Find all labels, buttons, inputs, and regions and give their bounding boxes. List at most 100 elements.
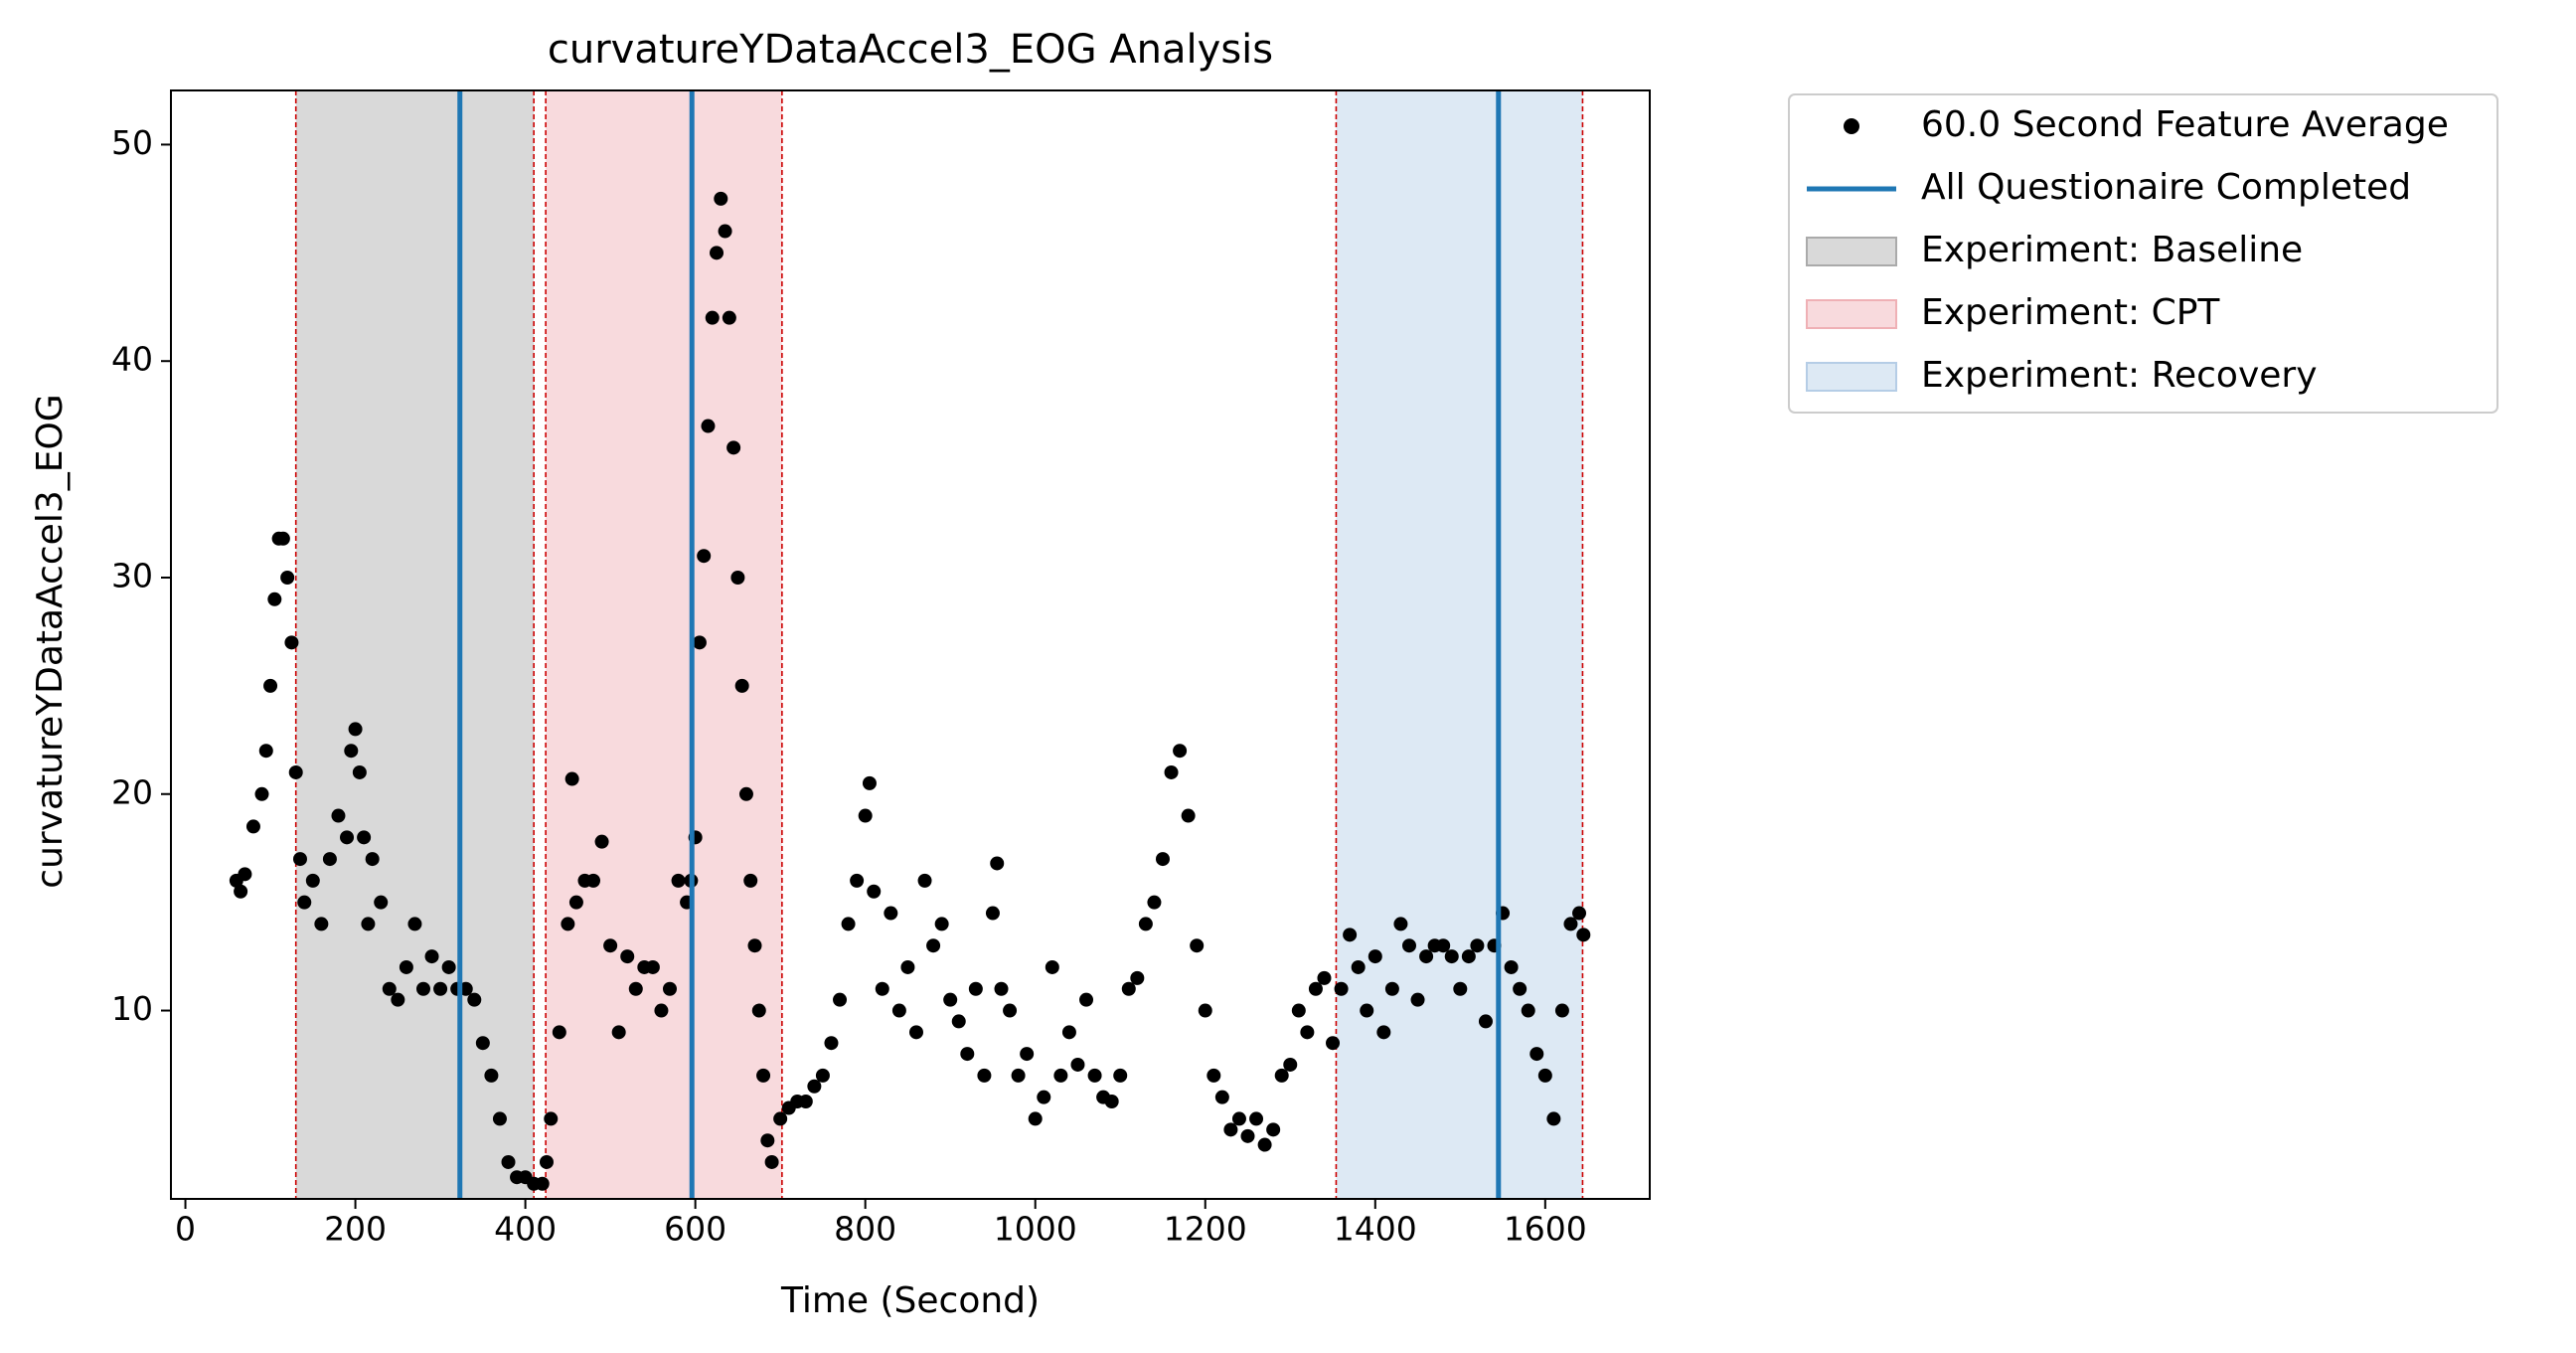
data-point (900, 959, 915, 974)
data-point (926, 938, 941, 953)
data-point (433, 981, 448, 996)
data-point (603, 938, 618, 953)
legend-patch (1806, 237, 1897, 266)
data-point (730, 570, 745, 585)
data-point (238, 867, 252, 882)
data-point (331, 808, 346, 823)
data-point (467, 992, 482, 1007)
data-point (1053, 1068, 1068, 1083)
y-tick-label: 10 (111, 989, 153, 1028)
data-point (1393, 917, 1408, 931)
data-point (743, 873, 758, 888)
data-point (1384, 981, 1399, 996)
data-point (322, 852, 337, 867)
data-point (1504, 959, 1519, 974)
x-tick-label: 1600 (1504, 1210, 1587, 1249)
data-point (1530, 1047, 1544, 1062)
data-point (501, 1154, 516, 1169)
data-point (365, 852, 380, 867)
data-point (1147, 895, 1162, 910)
data-point (875, 981, 889, 996)
data-point (934, 917, 949, 931)
data-point (374, 895, 389, 910)
data-point (824, 1036, 839, 1051)
data-point (1308, 981, 1323, 996)
data-point (1207, 1068, 1221, 1083)
data-point (357, 830, 372, 845)
data-point (1223, 1122, 1238, 1137)
data-point (734, 678, 749, 693)
data-point (1419, 949, 1434, 964)
data-point (254, 786, 269, 801)
data-point (773, 1111, 788, 1126)
span (1336, 90, 1583, 1199)
data-point (1554, 1003, 1569, 1018)
data-point (245, 819, 260, 834)
data-point (382, 981, 397, 996)
data-point (654, 1003, 669, 1018)
data-point (561, 917, 575, 931)
data-point (475, 1036, 490, 1051)
data-point (1274, 1068, 1289, 1083)
data-point (662, 981, 677, 996)
data-point (1190, 938, 1205, 953)
data-point (710, 246, 724, 260)
y-tick-label: 40 (111, 340, 153, 379)
data-point (850, 873, 865, 888)
x-axis-label: Time (Second) (780, 1280, 1040, 1321)
data-point (1453, 981, 1468, 996)
data-point (697, 549, 712, 564)
data-point (1470, 938, 1485, 953)
x-tick-label: 1000 (994, 1210, 1077, 1249)
plot-area (229, 90, 1591, 1199)
data-point (807, 1079, 822, 1094)
data-point (815, 1068, 830, 1083)
y-axis-label: curvatureYDataAccel3_EOG (30, 394, 71, 888)
data-point (415, 981, 430, 996)
chart-title: curvatureYDataAccel3_EOG Analysis (548, 27, 1273, 73)
legend-label: 60.0 Second Feature Average (1921, 104, 2449, 145)
data-point (1291, 1003, 1306, 1018)
x-tick-label: 400 (494, 1210, 557, 1249)
data-point (833, 992, 848, 1007)
data-point (340, 830, 355, 845)
data-point (1334, 981, 1349, 996)
data-point (994, 981, 1009, 996)
data-point (1300, 1025, 1315, 1040)
data-point (1249, 1111, 1264, 1126)
x-tick-label: 1200 (1164, 1210, 1247, 1249)
data-point (361, 917, 376, 931)
data-point (1113, 1068, 1128, 1083)
data-point (714, 191, 728, 206)
data-point (701, 419, 716, 433)
data-point (884, 906, 898, 921)
data-point (1198, 1003, 1212, 1018)
data-point (1257, 1137, 1272, 1152)
data-point (977, 1068, 992, 1083)
data-point (1011, 1068, 1026, 1083)
data-point (1444, 949, 1459, 964)
data-point (751, 1003, 766, 1018)
data-point (1360, 1003, 1374, 1018)
data-point (1343, 928, 1358, 942)
data-point (492, 1111, 507, 1126)
data-point (1231, 1111, 1246, 1126)
data-point (891, 1003, 906, 1018)
data-point (968, 981, 983, 996)
x-tick-label: 800 (834, 1210, 896, 1249)
data-point (258, 744, 273, 759)
data-point (1020, 1047, 1035, 1062)
legend-marker (1844, 118, 1859, 134)
x-tick-label: 0 (175, 1210, 196, 1249)
x-tick-label: 1400 (1334, 1210, 1417, 1249)
data-point (564, 771, 579, 786)
data-point (862, 775, 877, 790)
span (295, 90, 535, 1199)
data-point (1070, 1057, 1085, 1072)
data-point (275, 531, 290, 546)
data-point (1028, 1111, 1043, 1126)
legend-patch (1806, 362, 1897, 392)
data-point (1138, 917, 1153, 931)
data-point (1121, 981, 1136, 996)
